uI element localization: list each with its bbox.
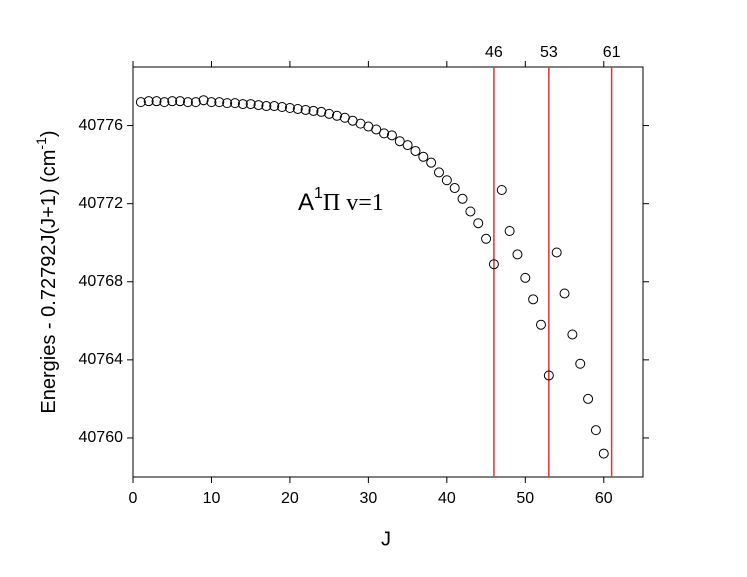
- data-point: [512, 249, 523, 260]
- reference-label: 61: [603, 44, 621, 61]
- data-point: [300, 104, 311, 115]
- data-point: [175, 96, 186, 107]
- annotation-sup: 1: [314, 185, 323, 202]
- data-point: [488, 259, 499, 270]
- data-point: [410, 145, 421, 156]
- data-point: [551, 247, 562, 258]
- data-point: [528, 294, 539, 305]
- reference-label: 46: [485, 44, 503, 61]
- data-point: [190, 97, 201, 108]
- y-label-end: ): [38, 130, 60, 137]
- data-point: [198, 95, 209, 106]
- y-tick-label: 40768: [79, 273, 124, 290]
- x-tick-label: 40: [438, 490, 456, 507]
- y-tick-label: 40760: [79, 429, 124, 446]
- data-point: [237, 99, 248, 110]
- data-point: [167, 96, 178, 107]
- data-point: [536, 319, 546, 330]
- data-point: [277, 102, 288, 113]
- y-tick-label: 40776: [79, 117, 124, 134]
- data-point: [230, 98, 240, 109]
- data-point: [449, 183, 460, 194]
- data-point: [316, 106, 327, 117]
- y-tick-label: 40764: [79, 351, 124, 368]
- data-point: [543, 370, 554, 381]
- x-tick-label: 60: [595, 490, 613, 507]
- data-point: [504, 226, 515, 236]
- x-tick-label: 10: [203, 490, 221, 507]
- data-point: [284, 103, 295, 113]
- data-point: [261, 101, 272, 112]
- data-point: [308, 105, 319, 116]
- data-point: [402, 140, 413, 151]
- y-label-text: Energies - 0.72792J(J+1) (cm: [38, 150, 60, 414]
- data-point: [583, 393, 594, 404]
- data-point: [379, 128, 390, 139]
- data-point: [434, 167, 444, 178]
- data-point: [559, 288, 570, 299]
- data-point: [590, 425, 601, 436]
- plot-frame: [132, 66, 644, 478]
- data-point: [496, 185, 507, 195]
- x-tick-label: 50: [516, 490, 534, 507]
- data-point: [457, 193, 468, 204]
- data-point: [214, 97, 225, 108]
- data-point: [253, 100, 264, 111]
- x-tick-label: 20: [281, 490, 299, 507]
- reference-label: 53: [540, 44, 558, 61]
- data-point: [269, 101, 280, 112]
- x-axis-label: J: [381, 528, 391, 550]
- data-point: [473, 218, 484, 229]
- y-label-sup: -1: [33, 137, 49, 150]
- y-tick-label: 40772: [79, 195, 124, 212]
- data-point: [386, 130, 397, 141]
- data-point: [245, 99, 256, 110]
- annotation-rest: Π v=1: [323, 190, 384, 216]
- data-point: [371, 124, 382, 135]
- data-point: [418, 151, 429, 162]
- data-point: [143, 96, 154, 107]
- annotation-text: A: [298, 189, 314, 216]
- x-tick-label: 0: [129, 490, 138, 507]
- data-point: [324, 108, 335, 119]
- data-point: [598, 448, 609, 459]
- y-axis-label: Energies - 0.72792J(J+1) (cm-1): [33, 130, 61, 413]
- annotation: A1Π v=1: [298, 185, 384, 216]
- data-point: [567, 329, 578, 340]
- data-point: [332, 110, 342, 121]
- data-point: [441, 175, 452, 186]
- data-point: [394, 136, 405, 147]
- data-point: [575, 358, 586, 369]
- data-point: [135, 97, 146, 108]
- data-point: [159, 97, 170, 108]
- x-tick-label: 30: [359, 490, 377, 507]
- data-point: [292, 103, 303, 114]
- data-point: [151, 96, 162, 107]
- data-point: [426, 157, 437, 168]
- data-point: [520, 272, 531, 283]
- data-point: [222, 98, 233, 109]
- data-point: [465, 206, 476, 217]
- data-point: [481, 233, 492, 244]
- data-point: [206, 97, 217, 108]
- data-point: [182, 97, 193, 108]
